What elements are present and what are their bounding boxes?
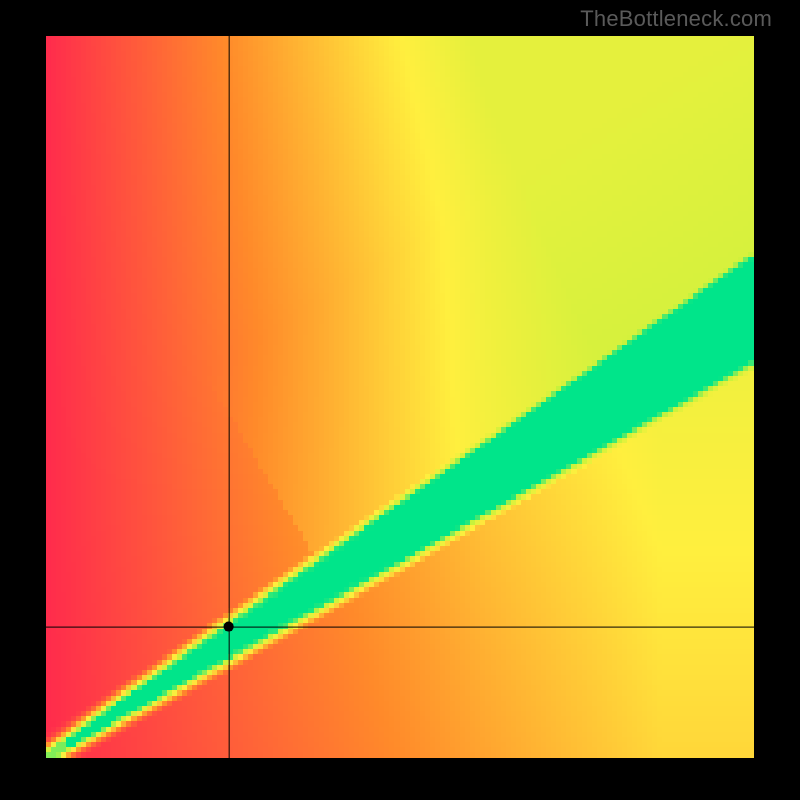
heatmap-plot-area <box>46 36 754 758</box>
watermark-text: TheBottleneck.com <box>580 6 772 32</box>
bottleneck-heatmap <box>46 36 754 758</box>
